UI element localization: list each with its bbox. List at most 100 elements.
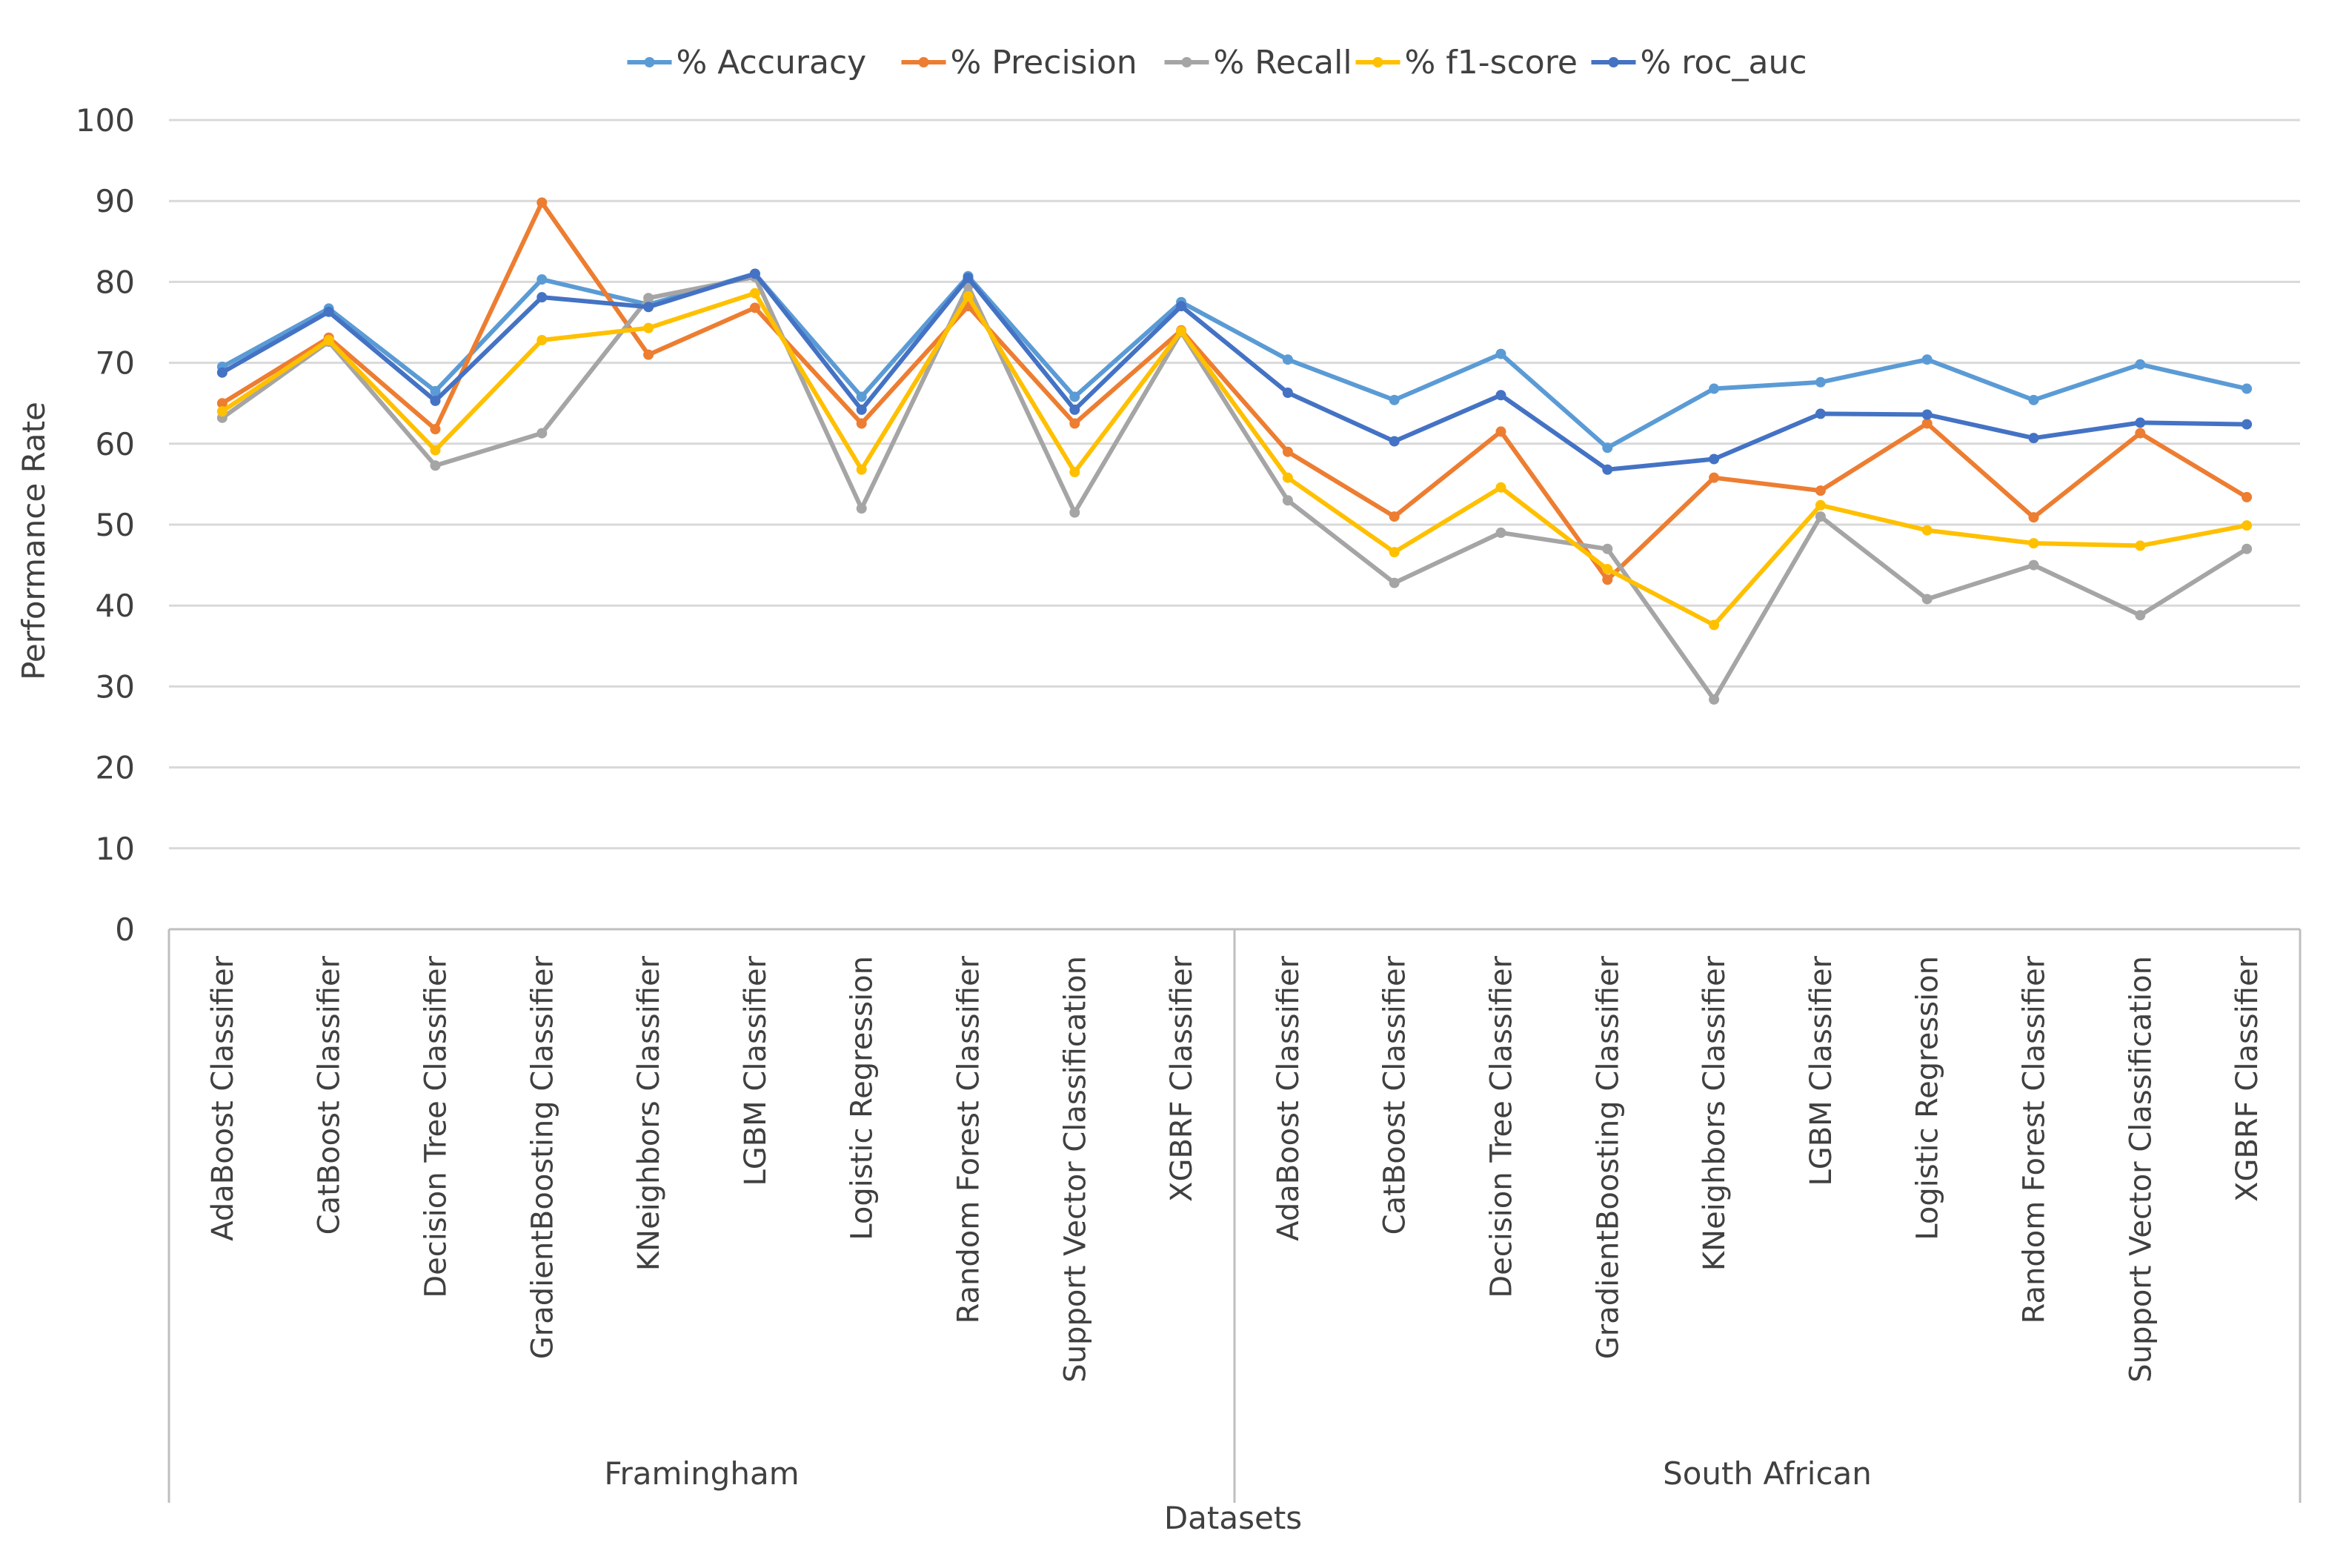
data-point bbox=[216, 367, 227, 378]
y-tick-40: 40 bbox=[96, 588, 135, 624]
x-tick-label: GradientBoosting Classifier bbox=[1591, 955, 1625, 1359]
legend-label: % f1-score bbox=[1405, 44, 1578, 82]
legend-item: % f1-score bbox=[1355, 44, 1578, 82]
data-point bbox=[536, 335, 548, 346]
x-tick-label: Support Vector Classification bbox=[1058, 956, 1092, 1383]
data-point bbox=[536, 428, 548, 439]
y-tick-labels: 0 10 20 30 40 50 60 70 80 90 100 bbox=[76, 102, 135, 948]
data-point bbox=[1176, 326, 1187, 337]
data-point bbox=[2135, 417, 2146, 428]
legend-swatch-marker bbox=[918, 57, 929, 67]
data-point bbox=[430, 460, 441, 471]
data-point bbox=[536, 197, 548, 208]
grid-lines bbox=[169, 119, 2300, 850]
group-labels: Framingham South African bbox=[604, 1455, 1872, 1492]
axes bbox=[167, 928, 2302, 1503]
legend-item: % Recall bbox=[1164, 44, 1352, 82]
x-tick-label: XGBRF Classifier bbox=[1165, 955, 1199, 1202]
data-point bbox=[2028, 394, 2039, 405]
x-tick-label: Support Vector Classification bbox=[2124, 956, 2158, 1383]
data-point bbox=[1389, 436, 1400, 447]
legend-swatch-marker bbox=[644, 57, 655, 67]
y-tick-60: 60 bbox=[96, 426, 135, 462]
data-point bbox=[1815, 408, 1826, 419]
legend-item: % Precision bbox=[901, 44, 1137, 82]
x-tick-label: Decision Tree Classifier bbox=[419, 955, 453, 1298]
legend-label: % Recall bbox=[1214, 44, 1352, 82]
data-point bbox=[216, 398, 227, 409]
data-point bbox=[2135, 540, 2146, 551]
data-point bbox=[856, 404, 867, 415]
data-point bbox=[2242, 543, 2253, 554]
data-point bbox=[1389, 577, 1400, 588]
y-tick-20: 20 bbox=[96, 750, 135, 786]
data-point bbox=[856, 418, 867, 429]
data-point bbox=[430, 385, 441, 396]
series--roc-auc bbox=[216, 268, 2253, 475]
y-tick-80: 80 bbox=[96, 264, 135, 300]
legend-item: % Accuracy bbox=[627, 44, 867, 82]
data-point bbox=[1389, 394, 1400, 405]
data-point bbox=[1389, 511, 1400, 522]
data-point bbox=[430, 445, 441, 456]
data-point bbox=[1602, 564, 1613, 575]
data-point bbox=[963, 291, 974, 302]
data-point bbox=[856, 503, 867, 514]
data-point bbox=[2028, 512, 2039, 523]
data-point bbox=[1602, 442, 1613, 454]
x-tick-label: CatBoost Classifier bbox=[313, 955, 347, 1235]
data-point bbox=[1815, 499, 1826, 511]
data-point bbox=[1282, 495, 1293, 506]
x-tick-label: Random Forest Classifier bbox=[952, 955, 986, 1323]
legend: % Accuracy % Precision % Recall % f1-score%… bbox=[627, 44, 1807, 82]
x-tick-label: KNeighbors Classifier bbox=[1698, 955, 1732, 1271]
series-line bbox=[219, 274, 2250, 702]
x-tick-label: AdaBoost Classifier bbox=[206, 955, 240, 1240]
data-point bbox=[856, 464, 867, 475]
data-point bbox=[216, 406, 227, 417]
x-tick-label: Logistic Regression bbox=[845, 956, 880, 1240]
data-point bbox=[1282, 446, 1293, 457]
series-line bbox=[219, 290, 2250, 628]
data-point bbox=[1495, 527, 1506, 538]
data-point bbox=[749, 268, 760, 279]
data-point bbox=[2135, 359, 2146, 370]
x-tick-label: Decision Tree Classifier bbox=[1485, 955, 1519, 1298]
data-point bbox=[2242, 383, 2253, 394]
data-point bbox=[2242, 419, 2253, 430]
data-point bbox=[536, 292, 548, 303]
data-point bbox=[2242, 491, 2253, 502]
x-tick-label: KNeighbors Classifier bbox=[632, 955, 666, 1271]
data-point bbox=[2135, 428, 2146, 439]
x-tick-label: LGBM Classifier bbox=[739, 955, 773, 1186]
x-axis-title: Datasets bbox=[1164, 1500, 1302, 1536]
data-point bbox=[323, 306, 334, 317]
data-point bbox=[1282, 388, 1293, 399]
y-tick-0: 0 bbox=[115, 911, 135, 948]
data-point bbox=[430, 424, 441, 435]
legend-label: % Accuracy bbox=[677, 44, 867, 82]
y-tick-50: 50 bbox=[96, 507, 135, 543]
group-label: Framingham bbox=[604, 1455, 799, 1492]
x-tick-label: GradientBoosting Classifier bbox=[525, 955, 559, 1359]
data-point bbox=[1069, 391, 1080, 402]
data-point bbox=[323, 335, 334, 346]
data-point bbox=[1282, 354, 1293, 365]
data-point bbox=[2242, 520, 2253, 531]
x-tick-labels: AdaBoost Classifier CatBoost Classifier De… bbox=[206, 955, 2264, 1382]
y-tick-100: 100 bbox=[76, 102, 135, 139]
series--precision bbox=[216, 197, 2253, 585]
data-point bbox=[1069, 467, 1080, 478]
x-tick-label: CatBoost Classifier bbox=[1378, 955, 1412, 1235]
y-tick-90: 90 bbox=[96, 183, 135, 219]
data-point bbox=[1495, 482, 1506, 493]
legend-item: % roc_auc bbox=[1591, 44, 1807, 82]
data-point bbox=[1602, 574, 1613, 585]
data-point bbox=[1495, 426, 1506, 437]
data-point bbox=[856, 391, 867, 402]
data-point bbox=[749, 302, 760, 313]
y-tick-70: 70 bbox=[96, 345, 135, 382]
series--f1-score bbox=[216, 288, 2253, 631]
data-point bbox=[1602, 543, 1613, 554]
